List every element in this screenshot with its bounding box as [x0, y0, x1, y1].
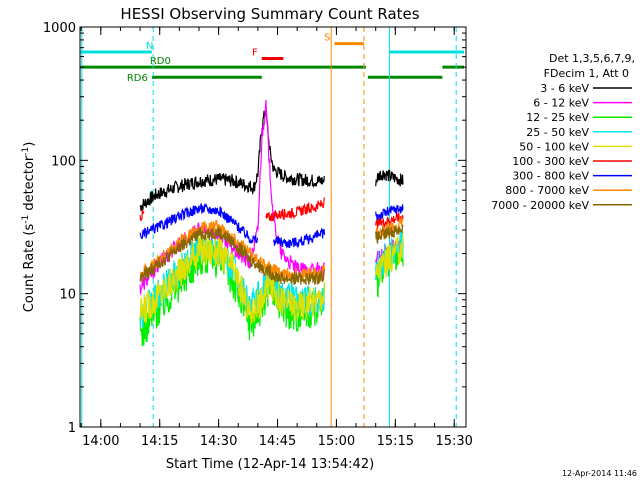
flag-label-n: N	[146, 41, 153, 52]
series-100-300-kev	[375, 210, 404, 229]
legend-header-detectors: Det 1,3,5,6,7,9,	[549, 52, 635, 65]
x-axis: 14:00 14:15 14:30 14:45 15:00 15:15 15:30	[80, 27, 473, 449]
series-3-6-kev	[375, 169, 404, 187]
y-tick-label: 1000	[43, 21, 76, 36]
plot-frame	[79, 26, 467, 428]
x-tick-label: 14:15	[141, 434, 178, 449]
y-axis-label: Count Rate (s-1 detector-1)	[21, 142, 37, 313]
legend-label: 3 - 6 keV	[540, 82, 589, 95]
y-tick-label: 10	[59, 288, 76, 303]
legend-label: 12 - 25 keV	[526, 111, 589, 124]
y-tick-label: 1	[68, 421, 76, 436]
series-100-300-kev	[265, 197, 326, 222]
series-50-100-kev	[375, 234, 404, 282]
legend-label: 50 - 100 keV	[519, 140, 589, 153]
x-axis-label: Start Time (12-Apr-14 13:54:42)	[166, 457, 374, 472]
series-50-100-kev	[139, 235, 325, 324]
x-tick-label: 14:45	[259, 434, 296, 449]
y-tick-label: 100	[51, 154, 76, 169]
series-3-6-kev	[139, 110, 325, 212]
series-300-800-kev	[139, 202, 259, 244]
series-7000-20000-kev	[139, 226, 325, 285]
series-100-300-kev	[139, 209, 145, 222]
legend: Det 1,3,5,6,7,9, FDecim 1, Att 0 3 - 6 k…	[491, 52, 635, 212]
series-300-800-kev	[273, 228, 326, 249]
x-tick-label: 15:15	[377, 434, 414, 449]
x-tick-label: 14:30	[200, 434, 237, 449]
legend-label: 7000 - 20000 keV	[491, 199, 589, 212]
x-tick-label: 15:30	[435, 434, 472, 449]
data-series	[139, 100, 404, 347]
series-12-25-kev	[139, 238, 325, 347]
legend-label: 800 - 7000 keV	[505, 184, 589, 197]
series-800-7000-kev	[375, 217, 404, 240]
x-tick-label: 15:00	[318, 434, 355, 449]
legend-label: 300 - 800 keV	[512, 170, 589, 183]
series-7000-20000-kev	[375, 224, 404, 244]
y-axis: 1 10 100 1000	[43, 21, 466, 436]
legend-label: 100 - 300 keV	[512, 155, 589, 168]
flag-label-rd6: RD6	[127, 73, 148, 84]
chart-title: HESSI Observing Summary Count Rates	[120, 5, 419, 23]
flag-label-s: S	[324, 33, 330, 44]
vertical-markers	[81, 27, 457, 427]
legend-label: 25 - 50 keV	[526, 126, 589, 139]
series-300-800-kev	[375, 204, 404, 221]
legend-header-decimation: FDecim 1, Att 0	[544, 67, 629, 80]
x-tick-label: 14:00	[82, 434, 119, 449]
flag-label-f: F	[252, 48, 258, 59]
legend-label: 6 - 12 keV	[533, 97, 589, 110]
generation-timestamp: 12-Apr-2014 11:46	[562, 469, 637, 478]
flag-label-rd0: RD0	[150, 56, 171, 67]
